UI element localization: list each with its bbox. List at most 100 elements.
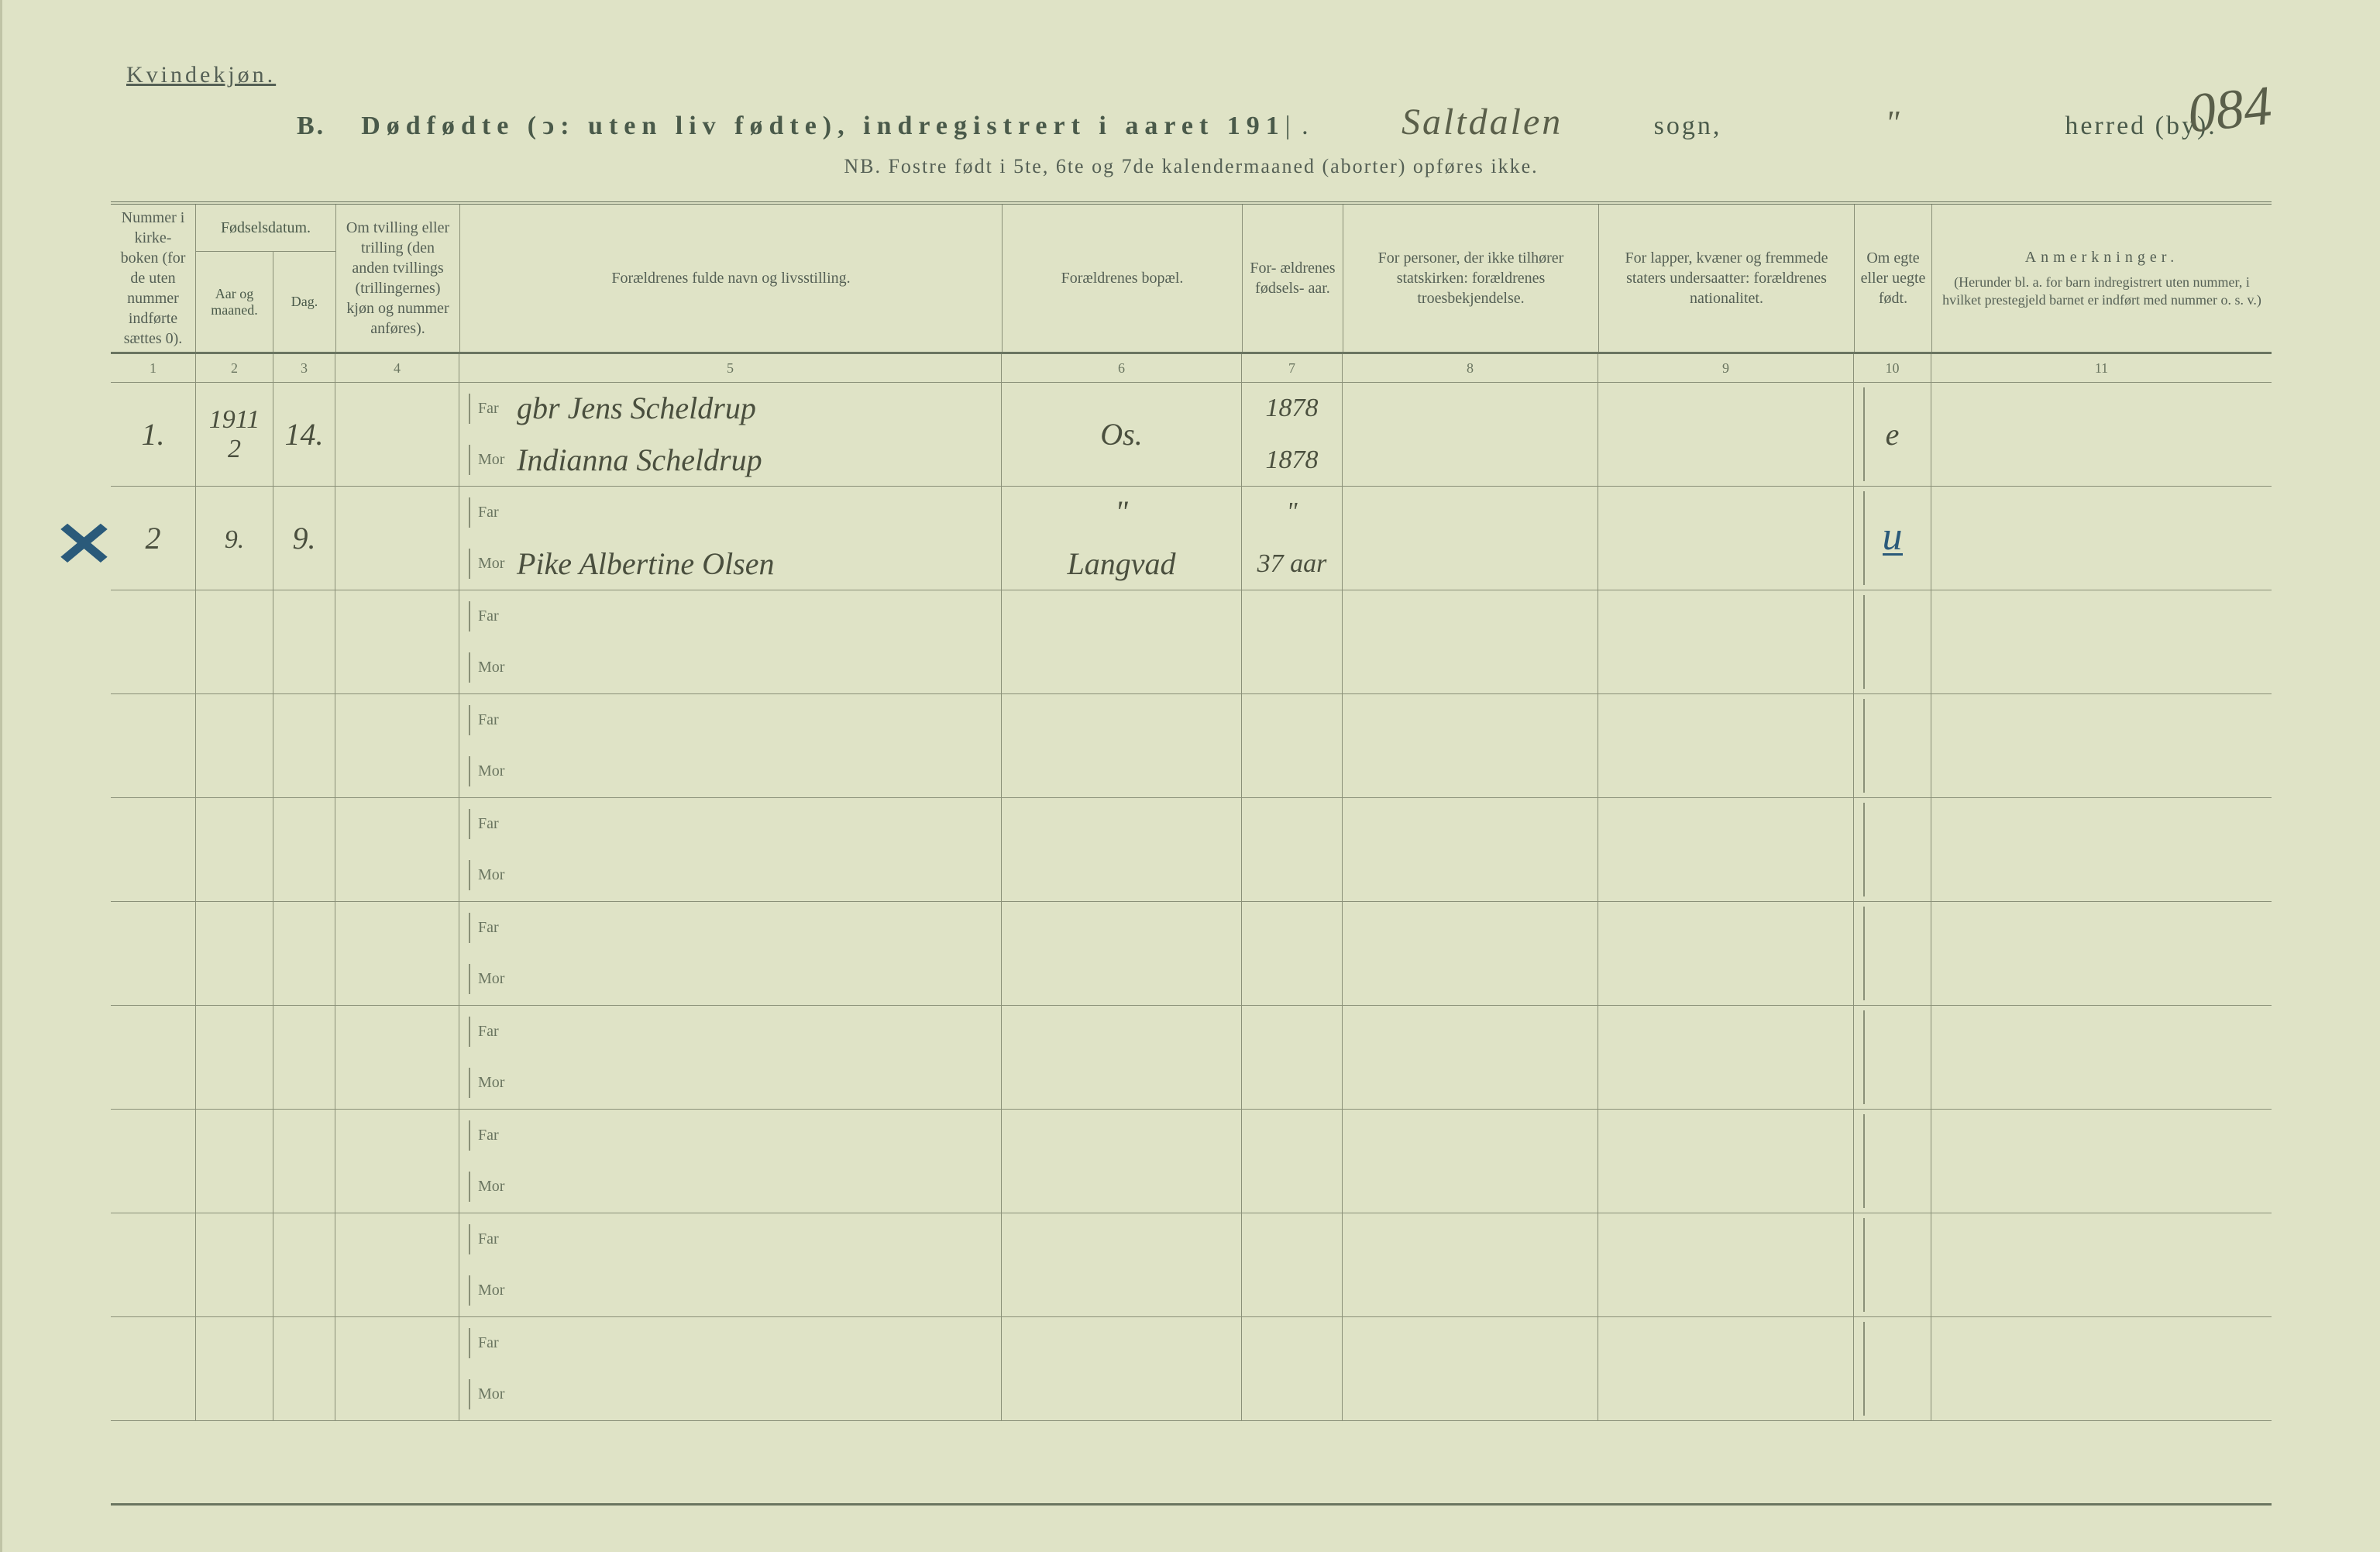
cell-parents-names: Far Mor — [459, 1110, 1002, 1213]
column-number-row: 1 2 3 4 5 6 7 8 9 10 11 — [111, 354, 2272, 383]
cell-parent-years — [1242, 798, 1343, 901]
cell-parents-names: Far Mor — [459, 694, 1002, 797]
mor-label: Mor — [459, 1282, 517, 1299]
cell-parent-years — [1242, 902, 1343, 1005]
father-birth-year: " — [1286, 499, 1297, 525]
parish-handwritten: Saltdalen — [1319, 101, 1645, 144]
cell-residence — [1002, 1110, 1242, 1213]
cell-parents-names: Far Mor — [459, 1006, 1002, 1109]
cell-parent-years — [1242, 694, 1343, 797]
colnum: 2 — [196, 354, 273, 382]
residence-value — [1002, 694, 1241, 797]
cell-day — [273, 590, 335, 693]
cell-twin — [335, 798, 459, 901]
cell-religion — [1343, 798, 1598, 901]
entry-number — [111, 1317, 195, 1420]
far-label: Far — [459, 1230, 517, 1248]
th-remarks: Anmerkninger. (Herunder bl. a. for barn … — [1932, 205, 2272, 352]
cell-remarks — [1931, 902, 2272, 1005]
cell-day — [273, 798, 335, 901]
cell-year-month — [196, 1317, 273, 1420]
cell-twin — [335, 487, 459, 590]
day-value — [273, 1110, 335, 1213]
mor-label: Mor — [459, 659, 517, 676]
colnum: 8 — [1343, 354, 1598, 382]
mor-label: Mor — [459, 970, 517, 988]
th-twin: Om tvilling eller trilling (den anden tv… — [336, 205, 460, 352]
cell-twin — [335, 383, 459, 486]
cell-num — [111, 1110, 196, 1213]
far-label: Far — [459, 400, 517, 418]
table-row: Far Mor — [111, 1213, 2272, 1317]
th-parents-year: For- ældrenes fødsels- aar. — [1243, 205, 1343, 352]
month-value: 2 — [228, 436, 241, 463]
cell-year-month — [196, 902, 273, 1005]
mor-label: Mor — [459, 1385, 517, 1403]
cell-twin — [335, 694, 459, 797]
cell-day — [273, 1213, 335, 1316]
entry-number — [111, 694, 195, 797]
cross-out-mark: ✕ — [53, 508, 115, 580]
cell-remarks — [1931, 1213, 2272, 1316]
day-value — [273, 1006, 335, 1109]
cell-year-month — [196, 1110, 273, 1213]
cell-religion — [1343, 383, 1598, 486]
far-label: Far — [459, 1334, 517, 1352]
entry-number: 2 — [111, 487, 195, 590]
table-header: Nummer i kirke- boken (for de uten numme… — [111, 205, 2272, 354]
cell-parents-names: Far Mor — [459, 798, 1002, 901]
cell-legitimate — [1854, 1110, 1931, 1213]
cell-parent-years: " 37 aar — [1242, 487, 1343, 590]
cell-nationality — [1598, 798, 1854, 901]
cell-parents-names: Fargbr Jens Scheldrup MorIndianna Scheld… — [459, 383, 1002, 486]
cell-year-month — [196, 1006, 273, 1109]
cell-remarks — [1931, 383, 2272, 486]
cell-legitimate: u — [1854, 487, 1931, 590]
th-parents-name: Forældrenes fulde navn og livsstilling. — [460, 205, 1003, 352]
far-label: Far — [459, 504, 517, 521]
gender-label: Kvindekjøn. — [126, 62, 276, 88]
month-value: 9. — [225, 527, 245, 553]
mor-label: Mor — [459, 762, 517, 780]
mor-label: Mor — [459, 1074, 517, 1092]
register-table: Nummer i kirke- boken (for de uten numme… — [111, 201, 2272, 1506]
table-body: 1.1911214. Fargbr Jens Scheldrup MorIndi… — [111, 383, 2272, 1421]
colnum: 11 — [1931, 354, 2272, 382]
far-label: Far — [459, 919, 517, 937]
cell-nationality — [1598, 1006, 1854, 1109]
day-value — [273, 902, 335, 1005]
register-page: Kvindekjøn. B. Dødfødte (ↄ: uten liv fød… — [0, 0, 2380, 1552]
mother-name: Indianna Scheldrup — [517, 445, 762, 476]
cell-remarks — [1931, 1317, 2272, 1420]
cell-num — [111, 1213, 196, 1316]
table-row: Far Mor — [111, 1006, 2272, 1110]
th-legitimate: Om egte eller uegte født. — [1855, 205, 1932, 352]
residence-value — [1002, 1006, 1241, 1109]
cell-parents-names: Far Mor — [459, 902, 1002, 1005]
cell-residence — [1002, 590, 1242, 693]
table-row: Far Mor — [111, 798, 2272, 902]
cell-year-month — [196, 1213, 273, 1316]
colnum: 7 — [1242, 354, 1343, 382]
cell-nationality — [1598, 383, 1854, 486]
table-row: Far Mor — [111, 902, 2272, 1006]
cell-num — [111, 590, 196, 693]
cell-legitimate — [1854, 694, 1931, 797]
cell-remarks — [1931, 590, 2272, 693]
cell-day: 9. — [273, 487, 335, 590]
cell-religion — [1343, 1213, 1598, 1316]
mother-birth-year: 1878 — [1266, 447, 1319, 473]
cell-year-month — [196, 590, 273, 693]
cell-num: 2 — [111, 487, 196, 590]
cell-num — [111, 694, 196, 797]
title-prefix: B. — [297, 112, 325, 140]
cell-parent-years — [1242, 590, 1343, 693]
th-remarks-title: Anmerkninger. — [2025, 247, 2179, 267]
cell-remarks — [1931, 1110, 2272, 1213]
nb-note: NB. Fostre født i 5te, 6te og 7de kalend… — [2, 155, 2380, 178]
cell-residence — [1002, 1317, 1242, 1420]
residence-value — [1002, 590, 1241, 693]
cell-religion — [1343, 1110, 1598, 1213]
table-row: Far Mor — [111, 590, 2272, 694]
residence-value — [1002, 1213, 1241, 1316]
